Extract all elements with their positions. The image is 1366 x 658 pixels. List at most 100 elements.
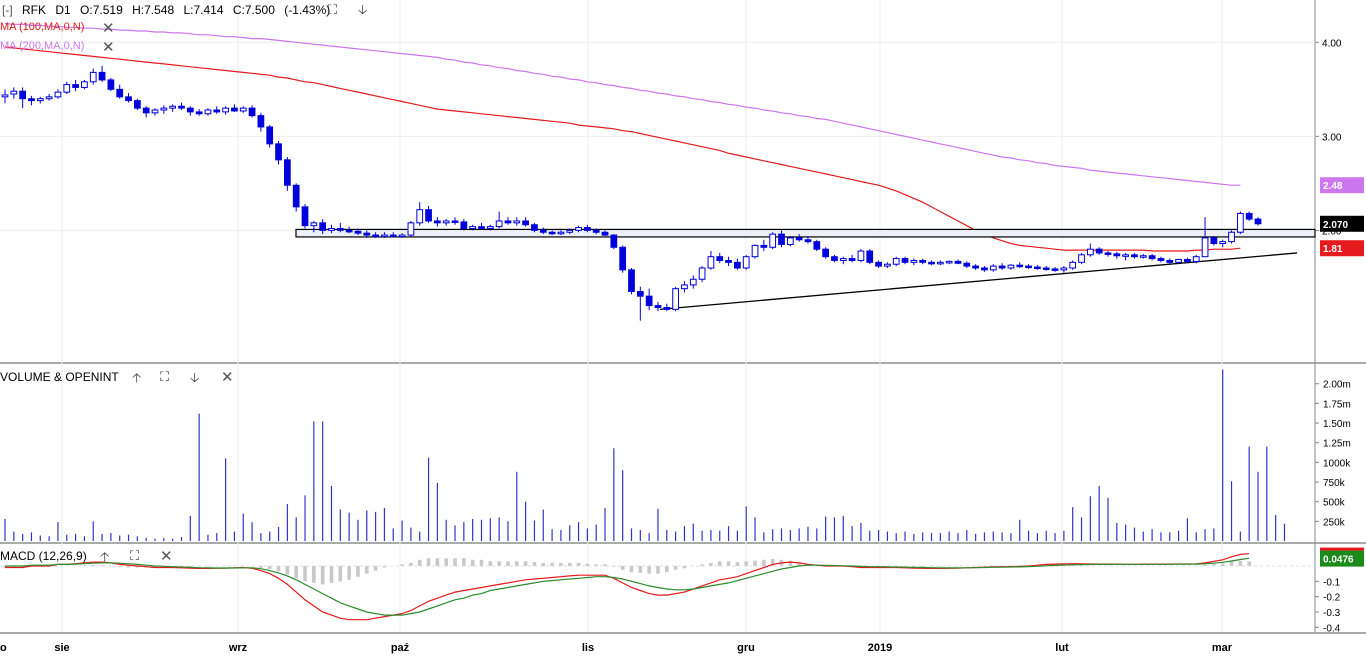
candle-up: [769, 233, 777, 248]
candle-down: [795, 237, 803, 241]
macd-histogram-bar: [117, 565, 122, 568]
macd-tick-label: -0.4: [1323, 623, 1341, 634]
macd-histogram-bar: [673, 565, 678, 570]
ma100-value-badge-bg: [1320, 240, 1364, 257]
volume-panel-title: VOLUME & OPENINT: [0, 370, 119, 384]
macd-value-badge-bg: [1320, 550, 1364, 567]
candle-down: [1210, 237, 1218, 245]
candle-up: [469, 226, 477, 229]
macd-histogram-bar: [664, 565, 669, 573]
close-icon[interactable]: ✕: [102, 20, 115, 37]
macd-histogram-bar: [656, 565, 660, 574]
macd-histogram-bar: [20, 565, 25, 568]
candle-down: [231, 107, 238, 112]
macd-histogram-bar: [753, 560, 757, 566]
candle-up: [936, 261, 944, 265]
candle-down: [372, 234, 379, 238]
macd-histogram-bar: [1070, 564, 1075, 566]
candle-down: [460, 221, 468, 229]
x-tick-label: sie: [54, 642, 69, 654]
candle-down: [116, 88, 124, 98]
macd-histogram-bar: [259, 565, 263, 568]
macd-histogram-bar: [744, 561, 749, 566]
candle-up: [945, 260, 953, 264]
macd-histogram-bar: [206, 565, 210, 567]
macd-histogram-bar: [364, 565, 369, 574]
macd-histogram-bar: [188, 565, 193, 567]
candle-down: [548, 231, 556, 235]
macd-histogram-bar: [550, 562, 554, 566]
arrow-down-icon[interactable]: 🡣: [358, 2, 368, 17]
candle-down: [645, 295, 653, 307]
x-tick-label-partial: o: [0, 642, 7, 654]
macd-histogram-bar: [638, 565, 643, 573]
candle-up: [222, 107, 229, 113]
macd-histogram-bar: [1212, 564, 1216, 566]
candle-up: [381, 234, 388, 238]
macd-histogram-bar: [303, 565, 307, 582]
candle-up: [566, 229, 574, 233]
macd-histogram-bar: [1203, 565, 1207, 566]
candle-up: [672, 288, 679, 310]
macd-histogram-bar: [462, 558, 466, 566]
macd-histogram-bar: [770, 559, 775, 566]
macd-histogram-bar: [585, 563, 590, 566]
macd-histogram-bar: [541, 562, 546, 566]
candle-down: [451, 220, 459, 223]
candle-up: [486, 226, 494, 229]
fullscreen-icon[interactable]: ⛶: [130, 548, 140, 563]
change-value: (-1.43%): [284, 3, 331, 17]
close-icon[interactable]: ✕: [102, 39, 115, 56]
macd-histogram-bar: [788, 560, 793, 566]
candle-up: [1007, 264, 1015, 269]
close-icon[interactable]: ✕: [160, 548, 173, 565]
last-price-badge: 2.070: [1323, 220, 1348, 231]
candle-down: [954, 260, 962, 264]
macd-histogram-bar: [885, 565, 890, 567]
candle-up: [495, 220, 503, 228]
candle-down: [1245, 212, 1253, 220]
volume-tick-label: 1000k: [1323, 458, 1351, 469]
candle-down: [1157, 258, 1165, 261]
x-tick-label: mar: [1212, 642, 1233, 654]
macd-histogram-bar: [682, 565, 687, 569]
macd-histogram-bar: [320, 565, 325, 585]
fullscreen-icon[interactable]: ⛶: [328, 2, 338, 17]
ma200-line: [4, 22, 1241, 186]
candle-down: [584, 227, 591, 231]
volume-tick-label: 750k: [1323, 478, 1346, 489]
candle-up: [442, 220, 450, 224]
volume-tick-label: 1.25m: [1323, 439, 1351, 450]
candle-up: [1086, 248, 1094, 256]
macd-histogram-bar: [312, 565, 316, 583]
candle-down: [1131, 254, 1138, 258]
candle-up: [63, 84, 71, 93]
fullscreen-icon[interactable]: ⛶: [160, 369, 170, 384]
candle-down: [601, 231, 609, 236]
candle-down: [72, 84, 79, 88]
arrow-down-icon[interactable]: 🡣: [190, 370, 200, 385]
macd-histogram-bar: [576, 562, 581, 566]
candle-down: [257, 115, 265, 128]
candle-up: [698, 267, 706, 280]
candle-down: [107, 79, 115, 90]
candle-down: [734, 261, 741, 269]
signal-line: [5, 557, 1250, 616]
candle-down: [1166, 259, 1174, 263]
macd-histogram-bar: [920, 565, 925, 567]
candle-up: [1069, 261, 1077, 269]
candle-up: [1201, 237, 1209, 258]
macd-histogram-bar: [285, 565, 290, 575]
collapse-icon[interactable]: [-]: [2, 3, 13, 17]
candle-up: [513, 220, 521, 224]
candle-down: [592, 229, 600, 233]
close-icon[interactable]: ✕: [221, 369, 234, 386]
low-value: L:7.414: [183, 3, 224, 17]
macd-histogram-bar: [938, 565, 943, 567]
arrow-up-icon[interactable]: 🡡: [100, 549, 110, 564]
arrow-up-icon[interactable]: 🡡: [132, 370, 142, 385]
price-tick-label: 2.00: [1322, 226, 1342, 237]
candle-down: [1034, 266, 1041, 270]
candle-down: [663, 306, 671, 310]
